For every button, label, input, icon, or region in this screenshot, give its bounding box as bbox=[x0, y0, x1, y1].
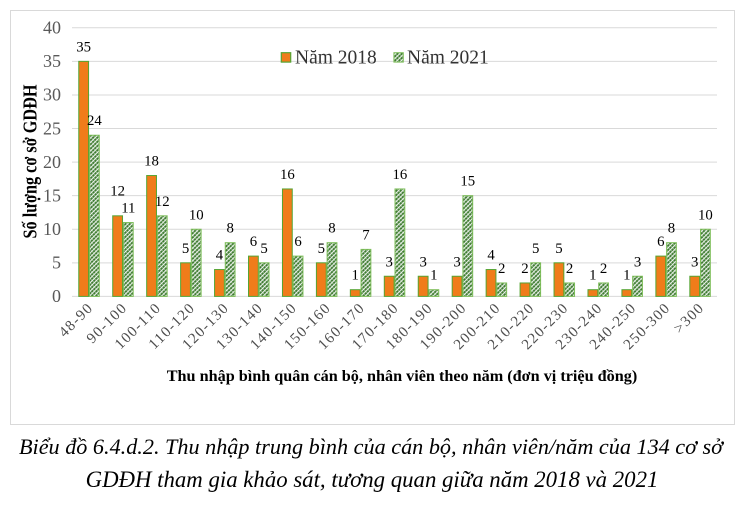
svg-text:2: 2 bbox=[498, 261, 505, 277]
svg-text:1: 1 bbox=[589, 268, 596, 284]
svg-text:3: 3 bbox=[634, 254, 641, 270]
svg-text:8: 8 bbox=[668, 221, 675, 237]
svg-text:1: 1 bbox=[430, 268, 437, 284]
svg-text:2: 2 bbox=[566, 261, 573, 277]
svg-text:Số lượng cơ sở GDĐH: Số lượng cơ sở GDĐH bbox=[20, 84, 42, 238]
svg-text:4: 4 bbox=[216, 248, 224, 264]
svg-text:3: 3 bbox=[691, 254, 698, 270]
svg-text:35: 35 bbox=[43, 51, 61, 71]
svg-text:18: 18 bbox=[144, 154, 159, 170]
svg-text:12: 12 bbox=[155, 194, 170, 210]
svg-text:24: 24 bbox=[87, 113, 102, 129]
svg-text:6: 6 bbox=[294, 234, 301, 250]
svg-text:6: 6 bbox=[657, 234, 664, 250]
svg-text:15: 15 bbox=[460, 174, 475, 190]
svg-text:11: 11 bbox=[121, 201, 135, 217]
svg-text:16: 16 bbox=[280, 167, 295, 183]
svg-text:8: 8 bbox=[226, 221, 233, 237]
svg-text:5: 5 bbox=[555, 241, 562, 257]
svg-text:8: 8 bbox=[328, 221, 335, 237]
svg-text:20: 20 bbox=[43, 152, 61, 172]
svg-text:35: 35 bbox=[76, 39, 91, 55]
svg-text:3: 3 bbox=[453, 254, 460, 270]
svg-text:Năm 2018: Năm 2018 bbox=[295, 48, 377, 69]
svg-text:40: 40 bbox=[43, 18, 61, 38]
svg-text:Biểu đồ 6.4.d.2. Thu nhập trun: Biểu đồ 6.4.d.2. Thu nhập trung bình của… bbox=[19, 434, 724, 459]
svg-text:5: 5 bbox=[182, 241, 189, 257]
svg-text:1: 1 bbox=[623, 268, 630, 284]
svg-text:1: 1 bbox=[352, 268, 359, 284]
svg-text:6: 6 bbox=[250, 234, 257, 250]
svg-text:3: 3 bbox=[385, 254, 392, 270]
svg-text:5: 5 bbox=[318, 241, 325, 257]
svg-text:10: 10 bbox=[189, 207, 204, 223]
svg-text:12: 12 bbox=[110, 184, 125, 200]
svg-text:25: 25 bbox=[43, 118, 61, 138]
svg-text:5: 5 bbox=[260, 241, 267, 257]
svg-text:10: 10 bbox=[698, 207, 713, 223]
svg-text:3: 3 bbox=[419, 254, 426, 270]
svg-text:15: 15 bbox=[43, 186, 61, 206]
svg-text:GDĐH tham gia khảo sát, tương: GDĐH tham gia khảo sát, tương quan giữa … bbox=[86, 467, 659, 492]
svg-text:7: 7 bbox=[362, 227, 369, 243]
svg-text:Thu nhập bình quân cán bộ, nhâ: Thu nhập bình quân cán bộ, nhân viên the… bbox=[167, 367, 637, 385]
svg-text:5: 5 bbox=[532, 241, 539, 257]
svg-text:16: 16 bbox=[393, 167, 408, 183]
svg-text:30: 30 bbox=[43, 85, 61, 105]
svg-text:Năm 2021: Năm 2021 bbox=[407, 48, 489, 69]
svg-text:4: 4 bbox=[487, 248, 495, 264]
svg-text:2: 2 bbox=[600, 261, 607, 277]
svg-text:10: 10 bbox=[43, 219, 61, 239]
svg-text:2: 2 bbox=[521, 261, 528, 277]
svg-text:0: 0 bbox=[52, 286, 61, 306]
svg-text:5: 5 bbox=[52, 253, 61, 273]
